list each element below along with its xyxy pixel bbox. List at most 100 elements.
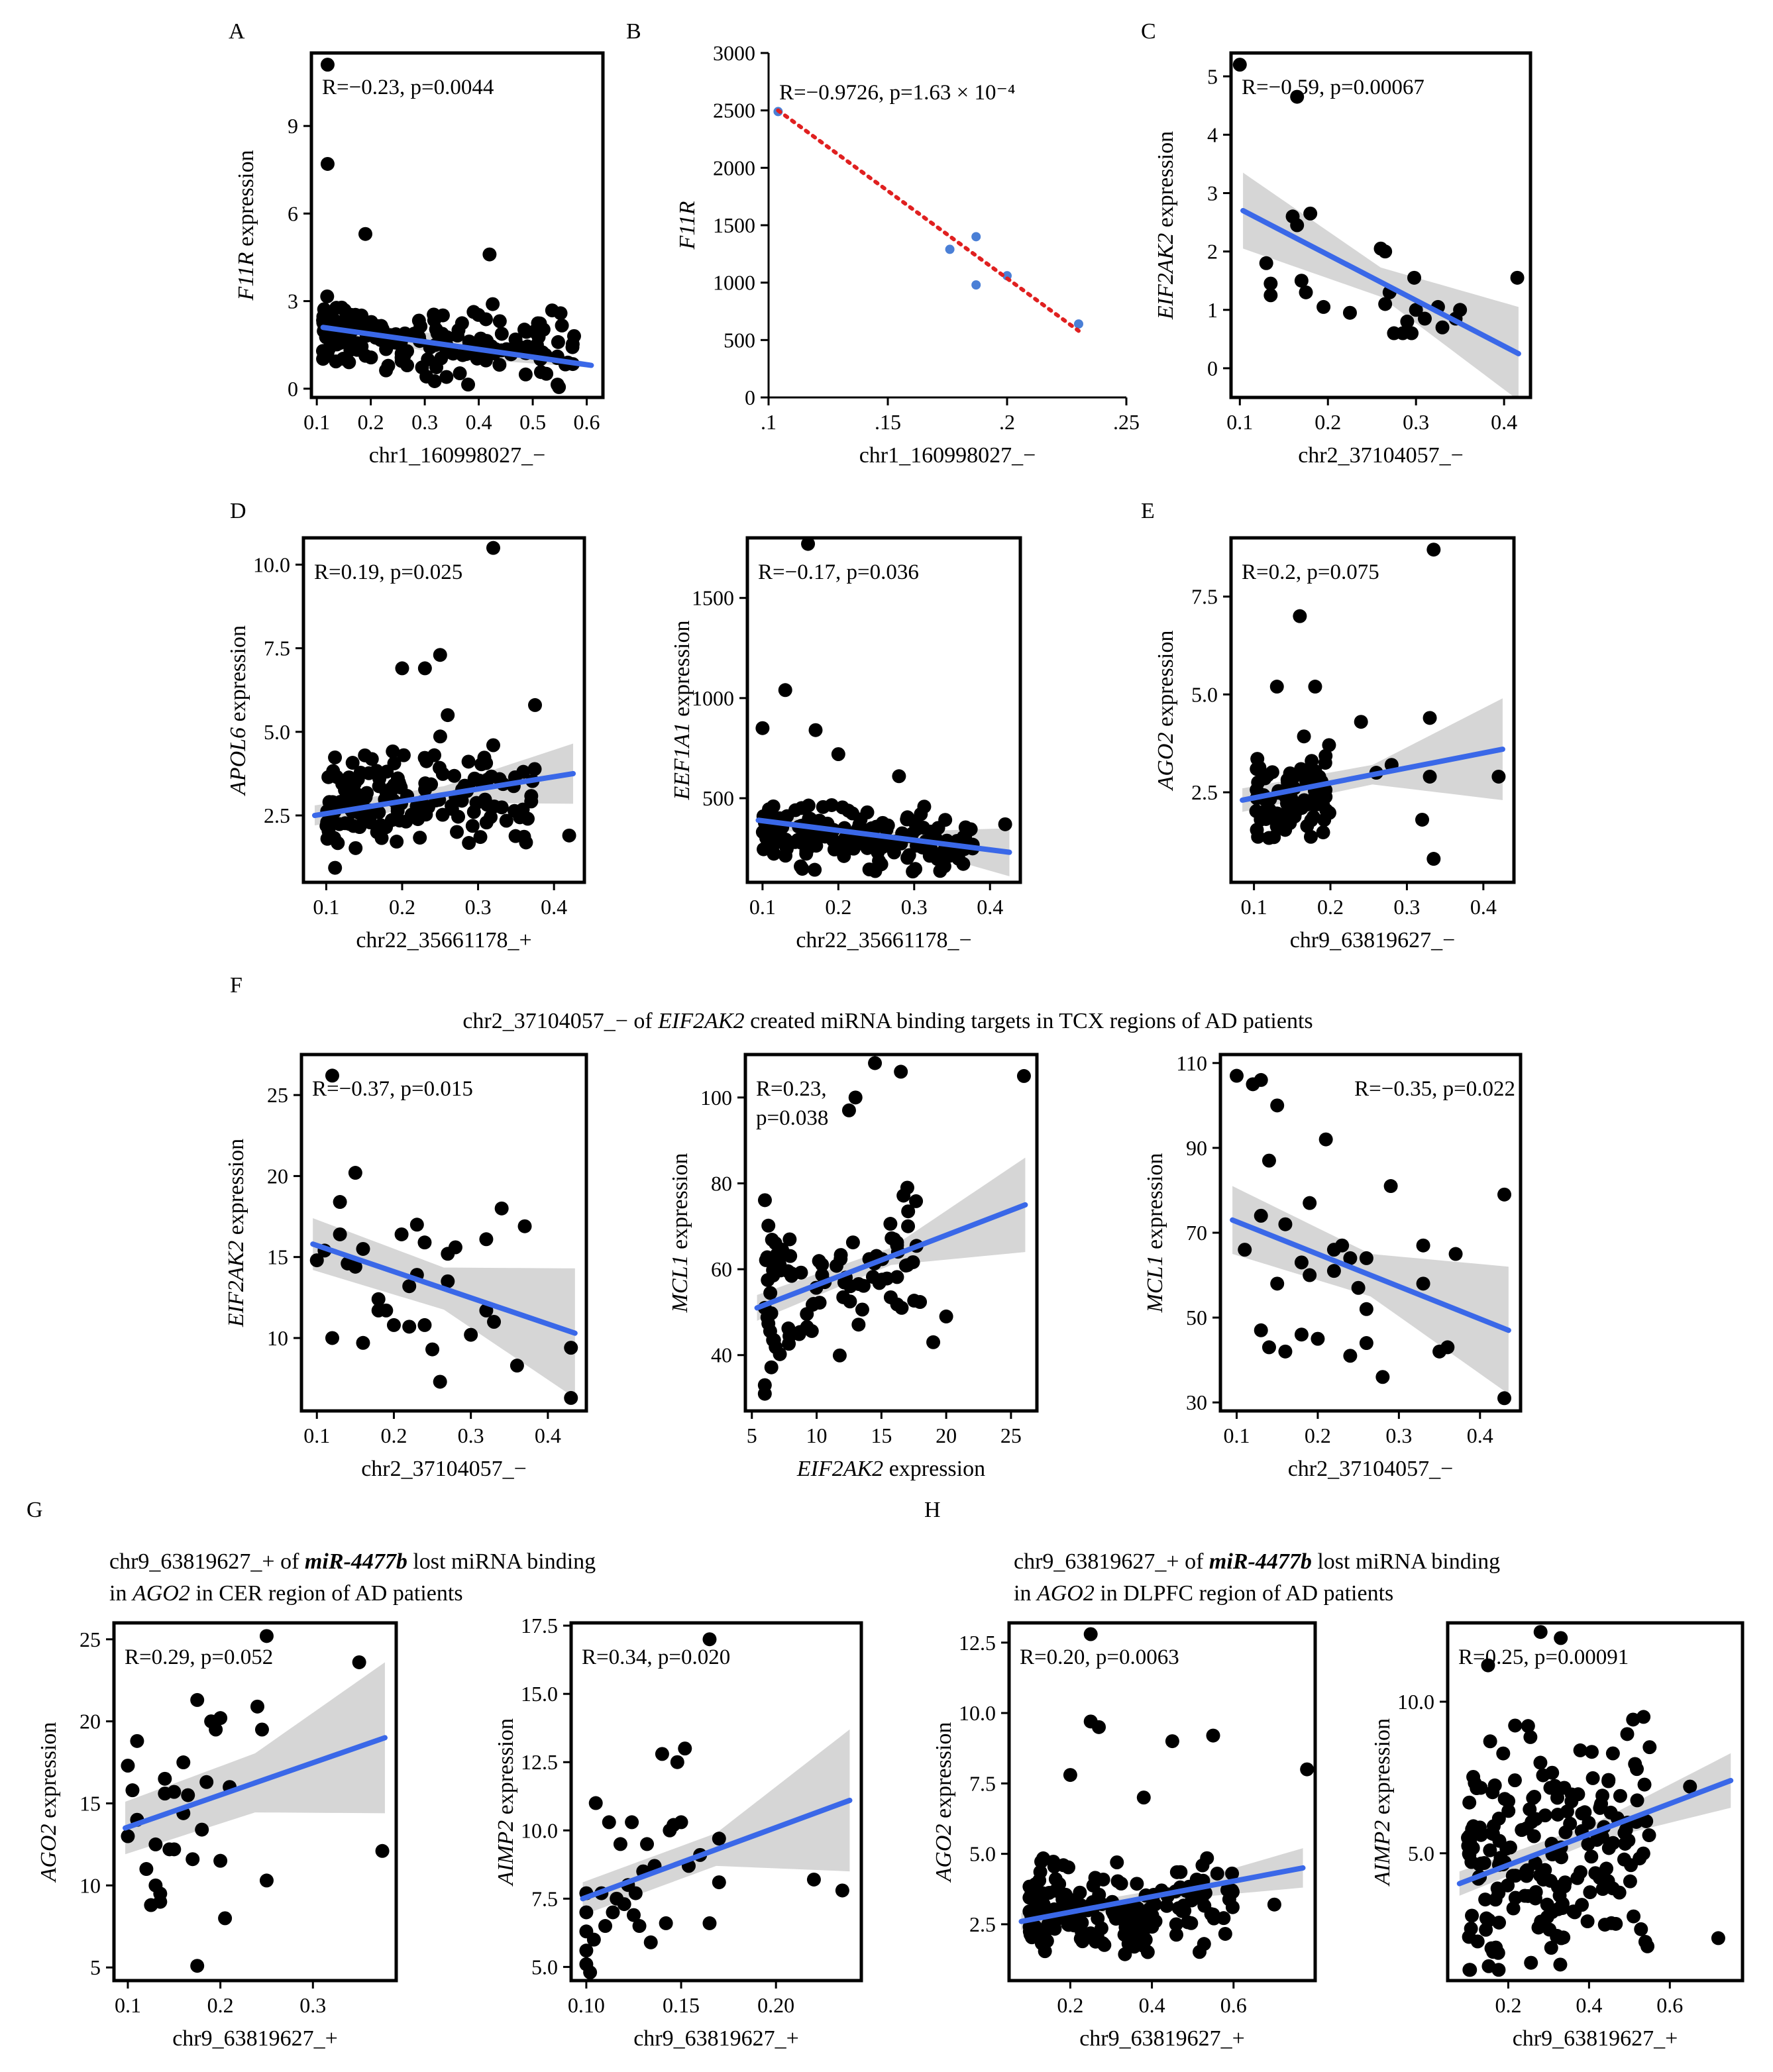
data-point [1605, 1881, 1620, 1896]
x-axis-label: chr9_63819627_+ [1079, 2026, 1245, 2051]
regression-line [311, 770, 576, 819]
data-point [566, 329, 581, 343]
y-tick-label: 2500 [713, 99, 755, 123]
data-point [1171, 1901, 1186, 1916]
data-point [1299, 285, 1313, 299]
data-point [1468, 1826, 1483, 1841]
data-point [1024, 1886, 1039, 1900]
data-point [190, 1692, 205, 1707]
data-point [1300, 1762, 1315, 1777]
data-point [802, 811, 816, 826]
data-point [806, 1296, 821, 1311]
data-point [1613, 1788, 1627, 1803]
data-point [1605, 1746, 1620, 1761]
data-point [998, 817, 1012, 831]
data-point [1181, 1915, 1195, 1930]
data-point [447, 768, 462, 783]
data-point [1210, 1866, 1224, 1881]
data-point [213, 1853, 228, 1868]
y-axis-label: AIMP2 expression [494, 1718, 518, 1887]
data-point [121, 1829, 135, 1843]
data-point [939, 1309, 953, 1323]
data-point [1426, 852, 1441, 866]
data-point [499, 813, 513, 828]
x-tick-label: 0.4 [977, 895, 1003, 919]
data-point [402, 1279, 417, 1294]
data-point [1536, 1873, 1550, 1887]
y-axis-label: AGO2 expression [932, 1722, 956, 1883]
data-point [1636, 1846, 1650, 1861]
data-point [945, 244, 955, 254]
data-point [1206, 1728, 1220, 1743]
data-point [1464, 1855, 1479, 1869]
data-point [766, 799, 780, 813]
data-point [1578, 1805, 1592, 1820]
x-axis-label: chr22_35661178_+ [356, 928, 531, 953]
data-point [320, 156, 335, 171]
data-point [186, 1852, 200, 1867]
data-point [467, 771, 482, 786]
y-axis-label: F11R [675, 201, 700, 250]
data-point [757, 1193, 772, 1208]
data-point [1507, 1773, 1522, 1788]
y-axis-label: AGO2 expression [36, 1722, 61, 1883]
data-point [484, 810, 498, 825]
x-tick-label: 0.20 [757, 1993, 794, 2017]
data-point [1523, 1730, 1538, 1744]
data-point [462, 836, 476, 851]
data-point [958, 820, 973, 835]
data-point [327, 312, 341, 327]
x-tick-label: 0.2 [1495, 1993, 1521, 2017]
x-tick-label: 0.2 [380, 1424, 407, 1447]
y-tick-label: 110 [1176, 1051, 1207, 1075]
x-tick-label: 0.4 [1576, 1993, 1602, 2017]
data-point [1575, 1898, 1589, 1912]
data-point [494, 327, 509, 341]
data-point [1303, 1196, 1317, 1210]
panel-letter-c: C [1141, 19, 1156, 44]
y-tick-label: 2.5 [969, 1912, 996, 1936]
data-point [1290, 89, 1305, 104]
data-point [712, 1875, 726, 1890]
data-point [860, 805, 875, 819]
data-point [768, 1236, 782, 1251]
data-point [1634, 1922, 1648, 1936]
y-axis-label: AGO2 expression [1154, 631, 1178, 792]
data-point [322, 814, 337, 829]
data-point [517, 1219, 532, 1233]
data-point [1528, 1855, 1542, 1870]
data-point [1290, 218, 1305, 233]
plot-frame [309, 51, 605, 399]
data-point [617, 1897, 631, 1912]
data-point [1497, 1792, 1512, 1806]
y-tick-label: 5.0 [531, 1955, 558, 1979]
y-tick-label: 5 [90, 1955, 101, 1979]
data-point [1185, 1893, 1199, 1908]
data-point [1229, 1068, 1244, 1083]
data-point [1601, 1841, 1616, 1855]
data-point [167, 1785, 182, 1799]
data-point [640, 1837, 655, 1851]
data-point [328, 860, 343, 875]
data-point [655, 1747, 669, 1761]
title-g-line1: chr9_63819627_+ of miR-4477b lost miRNA … [109, 1549, 596, 1574]
data-point [1551, 1902, 1566, 1916]
x-tick-label: 0.1 [303, 1424, 330, 1447]
data-point [1477, 1855, 1491, 1870]
data-point [1269, 680, 1284, 694]
data-point [1114, 1877, 1128, 1891]
data-point [1307, 797, 1321, 811]
x-axis-label: chr2_37104057_− [1298, 443, 1464, 468]
y-tick-label: 500 [724, 328, 755, 352]
data-point [1407, 270, 1422, 285]
plot-h2: 0.2 0.4 0.6 5.0 10.0 chr9_63819627_+ AIMP2 exp… [1370, 1621, 1745, 2051]
x-tick-label: 10 [806, 1424, 828, 1447]
data-point [628, 1886, 643, 1900]
y-tick-label: 5.0 [1408, 1841, 1434, 1865]
data-point [829, 1259, 843, 1273]
data-point [1197, 1898, 1212, 1913]
data-point [1639, 1814, 1654, 1828]
confidence-band [313, 1217, 575, 1398]
data-point [486, 738, 500, 752]
data-point [486, 297, 500, 311]
